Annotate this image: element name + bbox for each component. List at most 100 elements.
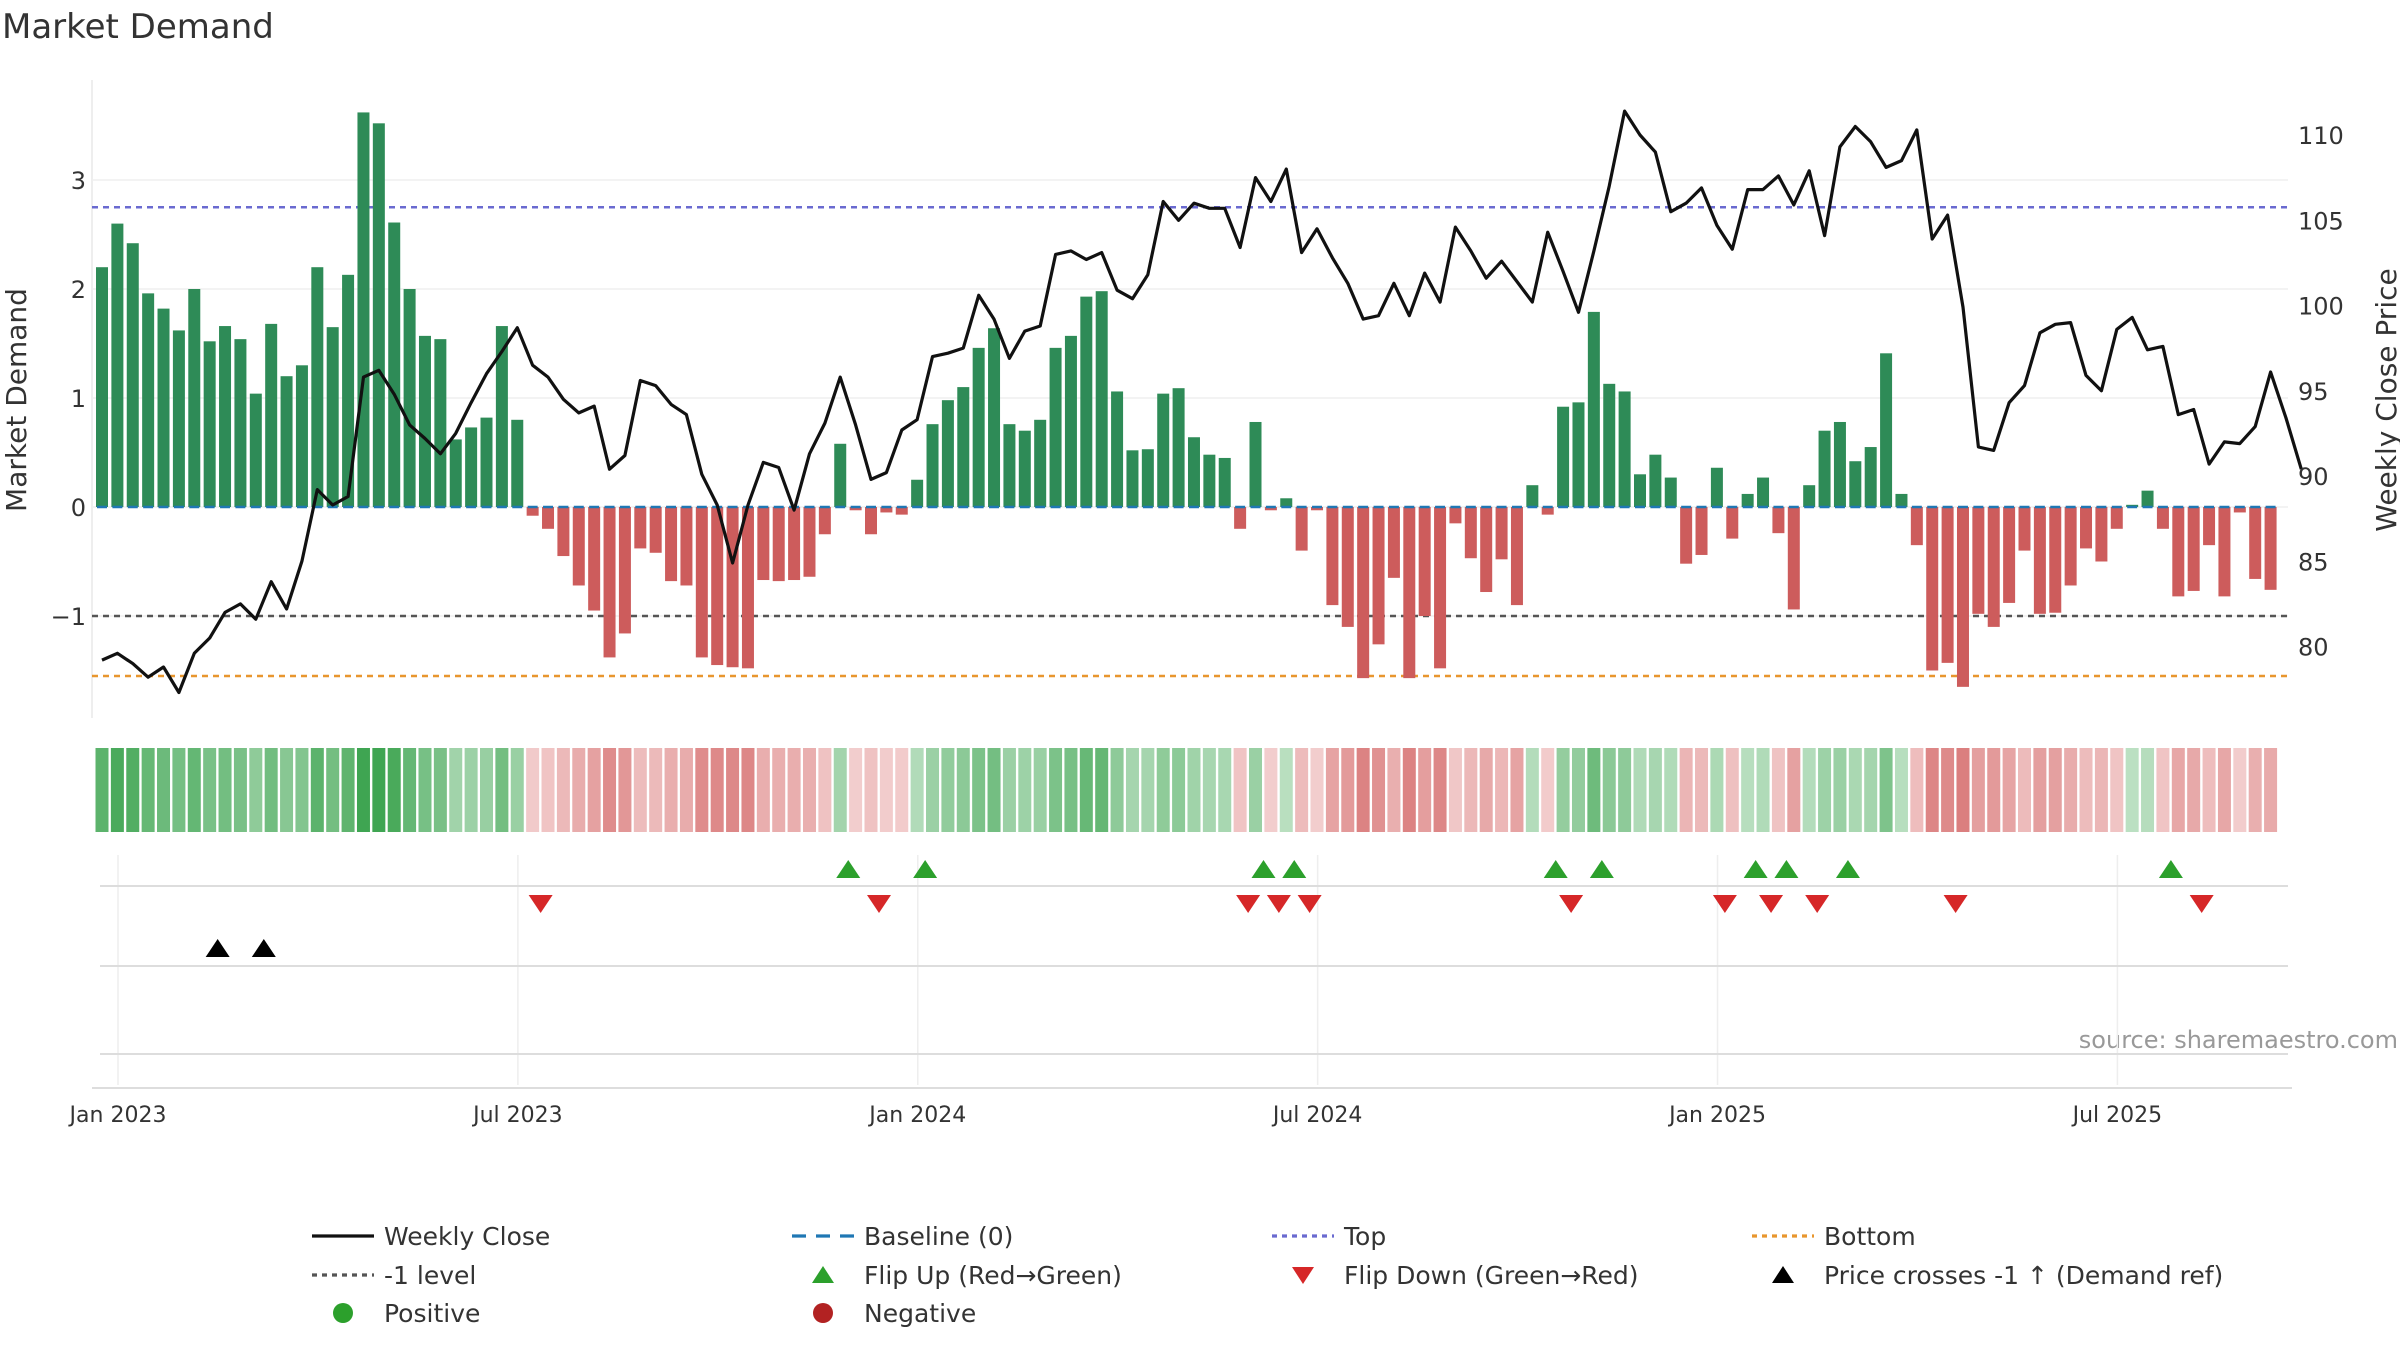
- legend-label: Negative: [864, 1299, 976, 1328]
- heat-cell: [449, 748, 463, 832]
- flip-down-marker: [1759, 895, 1784, 913]
- demand-bar: [142, 293, 155, 507]
- heat-cell: [464, 748, 478, 832]
- heat-cell: [710, 748, 724, 832]
- demand-bar: [1003, 424, 1016, 507]
- demand-bar: [265, 323, 278, 507]
- heat-cell: [633, 748, 647, 832]
- demand-bar: [2033, 507, 2046, 614]
- demand-bar: [1018, 430, 1031, 507]
- demand-bar: [111, 223, 124, 507]
- heat-cell: [418, 748, 432, 832]
- heat-cell: [1541, 748, 1555, 832]
- heat-cell: [2141, 748, 2155, 832]
- demand-bar: [1603, 383, 1616, 507]
- heat-cell: [1372, 748, 1386, 832]
- heat-cell: [2064, 748, 2078, 832]
- heat-cell: [1664, 748, 1678, 832]
- demand-bar: [372, 123, 385, 507]
- heat-cell: [510, 748, 524, 832]
- demand-bar: [1664, 477, 1677, 507]
- heat-cell: [1079, 748, 1093, 832]
- heat-cell: [1448, 748, 1462, 832]
- demand-bar: [388, 222, 401, 507]
- demand-bar: [618, 507, 631, 634]
- heat-cell: [2018, 748, 2031, 832]
- heat-cell: [1125, 748, 1139, 832]
- heat-cell: [1710, 748, 1724, 832]
- demand-bar: [1264, 507, 1277, 511]
- y-axis-label: Market Demand: [0, 288, 33, 512]
- heat-cell: [895, 748, 909, 832]
- heat-cell: [356, 748, 370, 832]
- legend-label: Flip Down (Green→Red): [1344, 1261, 1639, 1290]
- demand-bar: [1787, 507, 1800, 610]
- heat-cell: [1233, 748, 1247, 832]
- legend-label: Flip Up (Red→Green): [864, 1261, 1122, 1290]
- demand-bar: [2187, 507, 2200, 591]
- flip-down-marker: [1559, 895, 1584, 913]
- heat-cell: [264, 748, 278, 832]
- heat-cell: [1325, 748, 1339, 832]
- x-tick-label: Jan 2023: [68, 1103, 167, 1128]
- legend-label: Weekly Close: [384, 1222, 550, 1251]
- heat-cell: [1495, 748, 1509, 832]
- demand-bar: [1280, 498, 1293, 507]
- demand-bar: [788, 507, 801, 581]
- y-tick-label: 0: [71, 494, 86, 522]
- heat-cell: [1049, 748, 1063, 832]
- heat-cell: [987, 748, 1001, 832]
- demand-bar: [1833, 421, 1846, 507]
- demand-bar: [1818, 430, 1831, 507]
- heat-cell: [1741, 748, 1755, 832]
- heat-cell: [1771, 748, 1785, 832]
- heat-cell: [2079, 748, 2093, 832]
- demand-bar: [649, 507, 662, 553]
- heat-cell: [695, 748, 709, 832]
- demand-bar: [1157, 393, 1170, 507]
- x-tick-label: Jul 2025: [2071, 1103, 2163, 1128]
- heat-cell: [2187, 748, 2201, 832]
- demand-bar: [1234, 507, 1247, 529]
- demand-bar: [465, 427, 478, 507]
- flip-up-marker: [1282, 860, 1307, 878]
- demand-bar: [126, 243, 139, 507]
- demand-bar: [2141, 490, 2154, 507]
- demand-bar: [1418, 507, 1431, 616]
- demand-bar: [1249, 421, 1262, 507]
- heat-cell: [664, 748, 678, 832]
- demand-bar: [1172, 388, 1185, 507]
- heat-cell: [172, 748, 186, 832]
- demand-bar: [434, 339, 447, 507]
- demand-bar: [741, 507, 754, 669]
- heat-cell: [310, 748, 324, 832]
- demand-bar: [634, 507, 647, 549]
- heat-cell: [1310, 748, 1324, 832]
- heat-cell: [1402, 748, 1416, 832]
- demand-bar: [2110, 507, 2123, 529]
- y2-tick-label: 105: [2298, 207, 2344, 235]
- demand-bar: [1987, 507, 2000, 627]
- demand-bar: [1387, 507, 1400, 578]
- demand-bar: [418, 335, 431, 507]
- heat-cell: [1633, 748, 1647, 832]
- flip-down-marker: [1805, 895, 1830, 913]
- price-line-group: [101, 109, 2303, 695]
- legend-label: Baseline (0): [864, 1222, 1013, 1251]
- heat-cell: [2125, 748, 2139, 832]
- demand-bar: [2233, 507, 2246, 513]
- heat-cell: [1956, 748, 1970, 832]
- demand-bar: [1695, 507, 1708, 555]
- heat-cell: [941, 748, 955, 832]
- demand-bar: [1126, 450, 1139, 507]
- demand-bar: [941, 400, 954, 507]
- x-tick-label: Jan 2025: [1667, 1103, 1766, 1128]
- heat-cell: [2002, 748, 2016, 832]
- demand-bar: [803, 507, 816, 577]
- heat-cell: [526, 748, 540, 832]
- reference-lines: [92, 206, 2288, 678]
- demand-bar: [1941, 507, 1954, 663]
- heat-cell: [341, 748, 355, 832]
- heat-cell: [141, 748, 155, 832]
- demand-bar: [1557, 406, 1570, 507]
